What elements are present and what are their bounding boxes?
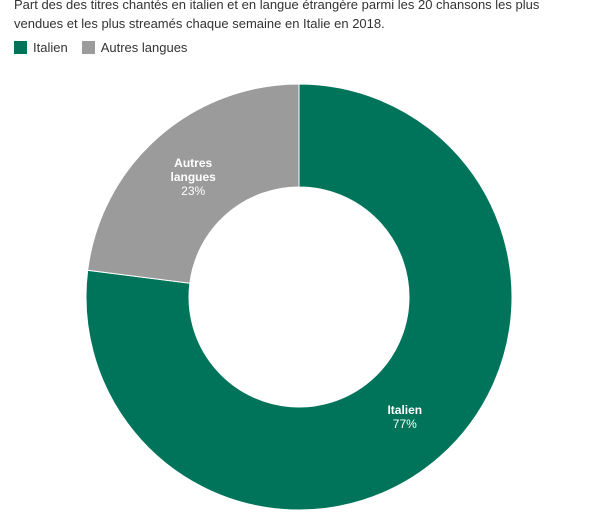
- legend-label: Italien: [33, 40, 68, 55]
- donut-slice: [87, 83, 300, 284]
- data-label-category: Autres langues: [170, 155, 216, 184]
- data-label-category: Italien: [387, 403, 423, 418]
- donut-slice: [85, 83, 513, 511]
- legend-label: Autres langues: [100, 40, 188, 55]
- data-label-value: 23%: [181, 183, 206, 198]
- data-label: Italien 77%: [365, 403, 445, 431]
- legend: Italien Autres langues: [14, 40, 187, 55]
- legend-item: Autres langues: [81, 40, 188, 55]
- legend-swatch: [14, 41, 27, 54]
- data-label: Autres langues 23%: [153, 156, 233, 198]
- chart-subtitle: Part des des titres chantés en italien e…: [14, 0, 540, 31]
- legend-swatch: [81, 41, 95, 54]
- legend-item: Italien: [14, 40, 68, 55]
- data-label-value: 77%: [392, 417, 417, 432]
